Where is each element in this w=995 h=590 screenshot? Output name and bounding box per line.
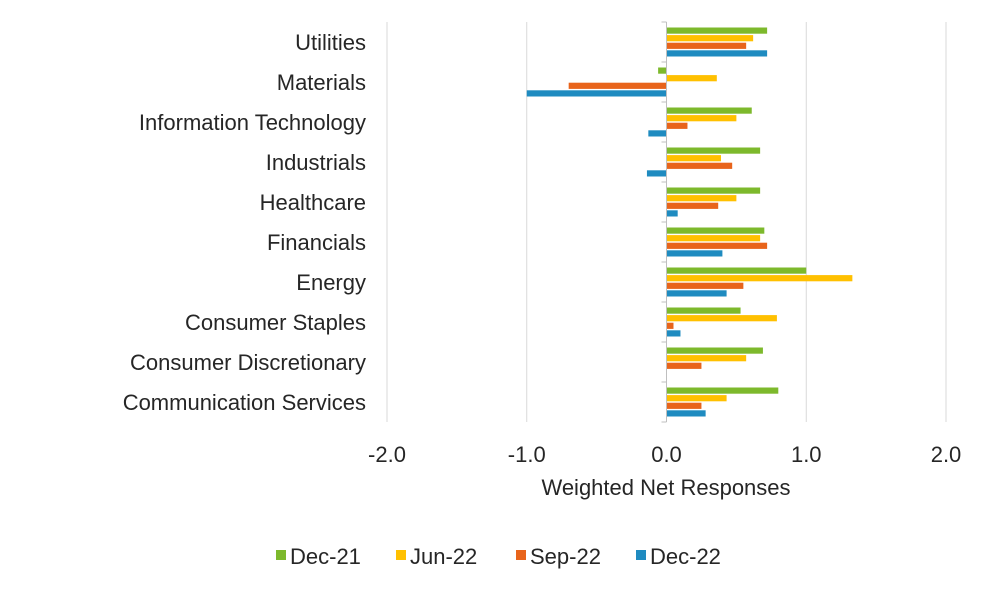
- category-label: Healthcare: [260, 190, 366, 215]
- legend: Dec-21 Jun-22 Sep-22 Dec-22: [276, 544, 721, 569]
- bar: [658, 67, 667, 74]
- bar: [666, 227, 765, 234]
- legend-swatch: [396, 550, 406, 560]
- bar: [666, 330, 681, 337]
- x-tick-label: 2.0: [931, 442, 962, 467]
- bar: [666, 162, 733, 169]
- bar: [526, 90, 667, 97]
- category-labels: Utilities Materials Information Technology…: [123, 30, 366, 415]
- bar: [646, 170, 667, 177]
- bar: [666, 410, 706, 417]
- category-label: Consumer Staples: [185, 310, 366, 335]
- bar: [666, 202, 719, 209]
- bar: [666, 235, 761, 242]
- bar: [666, 195, 737, 202]
- bar: [666, 362, 702, 369]
- bar: [666, 115, 737, 122]
- bar: [666, 155, 722, 162]
- x-tick-label: -2.0: [368, 442, 406, 467]
- bar: [666, 402, 702, 409]
- bar: [666, 290, 727, 297]
- bar: [666, 322, 674, 329]
- bar: [666, 307, 741, 314]
- x-tick-label: 1.0: [791, 442, 822, 467]
- legend-swatch: [516, 550, 526, 560]
- bar: [666, 387, 779, 394]
- bar: [666, 347, 763, 354]
- category-label: Information Technology: [139, 110, 366, 135]
- category-label: Utilities: [295, 30, 366, 55]
- bar: [666, 35, 754, 42]
- bar: [666, 210, 678, 217]
- category-label: Industrials: [266, 150, 366, 175]
- x-tick-labels: -2.0 -1.0 0.0 1.0 2.0: [368, 442, 961, 467]
- bar: [666, 267, 807, 274]
- legend-label: Sep-22: [530, 544, 601, 569]
- bar: [666, 107, 752, 114]
- bars: [526, 27, 853, 417]
- bar: [666, 315, 777, 322]
- legend-label: Dec-22: [650, 544, 721, 569]
- bar: [666, 275, 853, 282]
- bar: [666, 187, 761, 194]
- bar: [666, 147, 761, 154]
- gridlines: [386, 22, 947, 422]
- bar: [666, 250, 723, 257]
- category-label: Financials: [267, 230, 366, 255]
- legend-swatch: [276, 550, 286, 560]
- bar: [648, 130, 667, 137]
- bar: [666, 242, 768, 249]
- x-tick-label: -1.0: [508, 442, 546, 467]
- bar: [666, 27, 768, 34]
- bar: [666, 75, 717, 82]
- legend-swatch: [636, 550, 646, 560]
- category-label: Consumer Discretionary: [130, 350, 366, 375]
- category-label: Communication Services: [123, 390, 366, 415]
- legend-label: Jun-22: [410, 544, 477, 569]
- bar: [666, 355, 747, 362]
- bar: [568, 82, 667, 89]
- bar: [666, 395, 727, 402]
- category-label: Materials: [277, 70, 366, 95]
- axes: [661, 21, 667, 423]
- x-axis-title: Weighted Net Responses: [541, 475, 790, 500]
- bar: [666, 42, 747, 49]
- bar: [666, 50, 768, 57]
- category-label: Energy: [296, 270, 366, 295]
- bar: [666, 282, 744, 289]
- x-tick-label: 0.0: [651, 442, 682, 467]
- bar: [666, 122, 688, 129]
- legend-label: Dec-21: [290, 544, 361, 569]
